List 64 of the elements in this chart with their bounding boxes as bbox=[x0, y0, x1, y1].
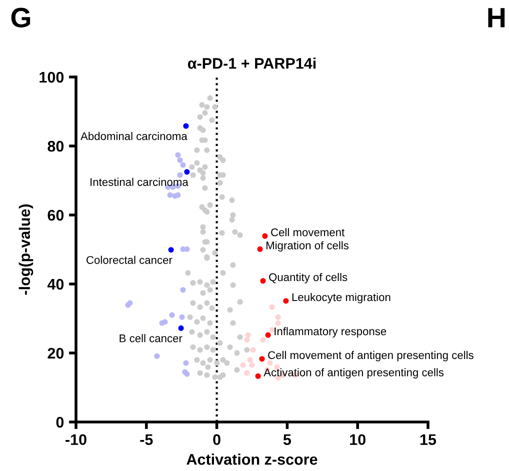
text: G bbox=[11, 8, 30, 28]
point bbox=[265, 332, 271, 338]
x-tick-label: -10 bbox=[66, 434, 86, 446]
annotation: Intestinal carcinoma bbox=[90, 178, 188, 186]
point bbox=[179, 314, 185, 320]
chart-title: α-PD-1 + PARP14i bbox=[188, 58, 316, 69]
x-tick-label: 0 bbox=[213, 434, 220, 446]
point bbox=[275, 320, 281, 326]
point bbox=[183, 360, 189, 366]
point bbox=[169, 312, 175, 318]
annotation: Quantity of cells bbox=[269, 272, 348, 284]
point bbox=[249, 362, 255, 368]
x-tick-label: 5 bbox=[283, 434, 292, 446]
point bbox=[247, 357, 253, 363]
point bbox=[250, 347, 256, 353]
point bbox=[180, 287, 186, 293]
annotation: Colorectal cancer bbox=[86, 256, 172, 264]
point bbox=[260, 278, 266, 284]
point bbox=[177, 172, 183, 178]
x-tick-label: 10 bbox=[350, 434, 366, 446]
y-tick-label: 60 bbox=[48, 210, 64, 221]
annotation: B cell cancer bbox=[120, 334, 182, 342]
annotation: Inflammatory response bbox=[274, 327, 386, 338]
point bbox=[177, 157, 183, 163]
point bbox=[184, 169, 190, 175]
point bbox=[275, 314, 281, 320]
point bbox=[180, 162, 186, 168]
y-tick-label: 20 bbox=[48, 348, 64, 359]
point bbox=[168, 247, 174, 253]
annotation: Activation of antigen presenting cells bbox=[264, 368, 444, 379]
point bbox=[167, 192, 173, 198]
point bbox=[244, 337, 250, 343]
x-axis-title: Activation z-score bbox=[186, 454, 318, 465]
y-tick-label: 100 bbox=[40, 72, 64, 83]
x-tick-label: -5 bbox=[140, 434, 153, 446]
point bbox=[245, 332, 251, 338]
point bbox=[175, 152, 181, 158]
x-tick-label: 15 bbox=[420, 434, 436, 446]
text: H bbox=[488, 8, 505, 28]
point bbox=[267, 360, 273, 366]
point bbox=[262, 233, 268, 239]
point bbox=[154, 353, 160, 359]
y-tick-label: 80 bbox=[48, 140, 64, 152]
annotation: Cell movement of antigen presenting cells bbox=[268, 350, 474, 362]
point bbox=[259, 356, 265, 362]
y-tick-label: 40 bbox=[47, 278, 64, 290]
annotation: Abdominal carcinoma bbox=[80, 132, 188, 140]
point bbox=[175, 192, 181, 198]
point bbox=[178, 325, 184, 331]
point bbox=[283, 298, 289, 304]
point bbox=[269, 327, 275, 333]
point bbox=[244, 370, 250, 376]
point bbox=[260, 337, 266, 343]
point bbox=[183, 123, 189, 129]
annotation: Leukocyte migration bbox=[292, 292, 390, 304]
annotation: Migration of cells bbox=[266, 241, 349, 252]
point bbox=[240, 362, 246, 368]
point bbox=[269, 304, 275, 310]
point bbox=[162, 319, 168, 325]
y-axis-title: -log(p-value) bbox=[18, 204, 34, 295]
point bbox=[257, 246, 263, 252]
point bbox=[255, 373, 261, 379]
annotation: Cell movement bbox=[271, 228, 345, 236]
y-tick-label: 0 bbox=[56, 416, 64, 428]
